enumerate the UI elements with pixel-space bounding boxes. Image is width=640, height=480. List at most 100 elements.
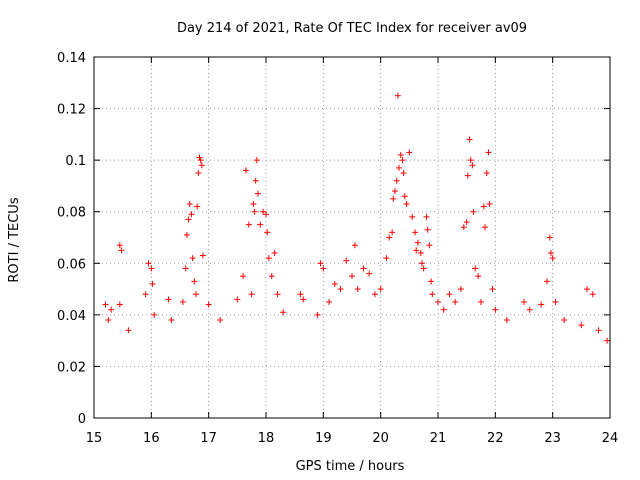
data-point bbox=[478, 298, 484, 305]
data-point bbox=[389, 229, 396, 236]
data-point bbox=[205, 301, 212, 308]
data-point bbox=[467, 157, 474, 164]
data-point bbox=[195, 170, 202, 177]
data-point bbox=[392, 188, 398, 195]
data-point bbox=[417, 249, 424, 256]
y-tick-label: 0.04 bbox=[57, 309, 86, 324]
data-point bbox=[242, 167, 249, 174]
data-point bbox=[217, 317, 224, 324]
data-point bbox=[191, 278, 198, 285]
data-point bbox=[446, 291, 453, 298]
y-tick-label: 0.14 bbox=[57, 51, 86, 66]
chart-title: Day 214 of 2021, Rate Of TEC Index for r… bbox=[177, 21, 527, 36]
data-point bbox=[337, 286, 344, 293]
data-point bbox=[420, 265, 427, 272]
data-point bbox=[252, 177, 259, 184]
data-point bbox=[102, 301, 109, 308]
data-point bbox=[401, 193, 408, 200]
data-point bbox=[412, 229, 419, 236]
plot-frame bbox=[93, 56, 611, 419]
data-point bbox=[253, 157, 260, 164]
data-point bbox=[271, 249, 278, 256]
data-point bbox=[182, 265, 189, 272]
data-point bbox=[116, 242, 123, 249]
data-point bbox=[343, 257, 350, 264]
data-point bbox=[521, 298, 527, 305]
data-point bbox=[403, 200, 410, 207]
data-point bbox=[394, 92, 401, 99]
data-point bbox=[584, 286, 591, 293]
data-point bbox=[165, 296, 172, 303]
data-point bbox=[452, 298, 459, 305]
data-point bbox=[547, 249, 554, 256]
data-point bbox=[413, 247, 420, 254]
y-tick-labels: 0 0.02 0.04 0.06 0.08 0.1 0.12 0.14 bbox=[57, 51, 86, 427]
data-point bbox=[482, 224, 489, 231]
data-point bbox=[440, 306, 447, 313]
data-point bbox=[604, 337, 611, 344]
data-point bbox=[486, 200, 493, 207]
y-tick-label: 0 bbox=[78, 412, 86, 427]
data-point bbox=[196, 154, 203, 161]
data-point bbox=[199, 252, 206, 259]
data-point bbox=[354, 286, 361, 293]
data-point bbox=[186, 200, 193, 207]
data-point bbox=[503, 317, 510, 324]
data-point bbox=[251, 208, 258, 215]
data-point bbox=[193, 291, 200, 298]
data-point bbox=[561, 317, 568, 324]
data-point bbox=[386, 234, 393, 241]
data-point bbox=[589, 291, 596, 298]
data-point bbox=[257, 221, 264, 228]
data-points bbox=[102, 92, 611, 344]
x-tick-label: 18 bbox=[258, 431, 275, 446]
data-point bbox=[397, 151, 404, 158]
data-point bbox=[463, 219, 470, 226]
data-point bbox=[179, 298, 186, 305]
data-point bbox=[314, 311, 321, 318]
data-point bbox=[108, 306, 115, 313]
data-point bbox=[151, 311, 158, 318]
data-point bbox=[188, 211, 195, 218]
y-axis-label: ROTI / TECUs bbox=[7, 197, 22, 282]
data-point bbox=[399, 157, 406, 164]
data-point bbox=[116, 301, 123, 308]
x-tick-label: 22 bbox=[487, 431, 504, 446]
data-point bbox=[489, 286, 496, 293]
data-point bbox=[326, 298, 333, 305]
data-point bbox=[274, 291, 281, 298]
data-point bbox=[145, 260, 152, 267]
x-tick-label: 20 bbox=[372, 431, 389, 446]
data-point bbox=[390, 195, 397, 202]
data-point bbox=[475, 273, 482, 280]
data-point bbox=[406, 149, 413, 156]
data-point bbox=[469, 162, 476, 169]
data-point bbox=[360, 265, 367, 272]
data-point bbox=[245, 221, 252, 228]
y-tick-label: 0.02 bbox=[57, 360, 86, 375]
data-point bbox=[118, 247, 125, 254]
data-point bbox=[429, 291, 436, 298]
data-point bbox=[470, 208, 477, 215]
data-point bbox=[424, 226, 431, 233]
data-point bbox=[280, 309, 287, 316]
data-point bbox=[472, 265, 479, 272]
data-point bbox=[492, 306, 499, 313]
data-point bbox=[371, 291, 378, 298]
data-point bbox=[466, 136, 473, 143]
data-point bbox=[265, 255, 272, 262]
data-point bbox=[460, 224, 467, 231]
data-point bbox=[234, 296, 241, 303]
data-point bbox=[396, 164, 403, 171]
data-point bbox=[197, 157, 204, 164]
data-point bbox=[418, 260, 425, 267]
data-point bbox=[578, 322, 585, 329]
x-tick-label: 16 bbox=[143, 431, 160, 446]
data-point bbox=[552, 298, 559, 305]
axis-ticks bbox=[93, 56, 611, 419]
data-point bbox=[142, 291, 149, 298]
data-point bbox=[349, 273, 355, 280]
data-point bbox=[125, 327, 132, 334]
y-tick-label: 0.08 bbox=[57, 206, 86, 221]
